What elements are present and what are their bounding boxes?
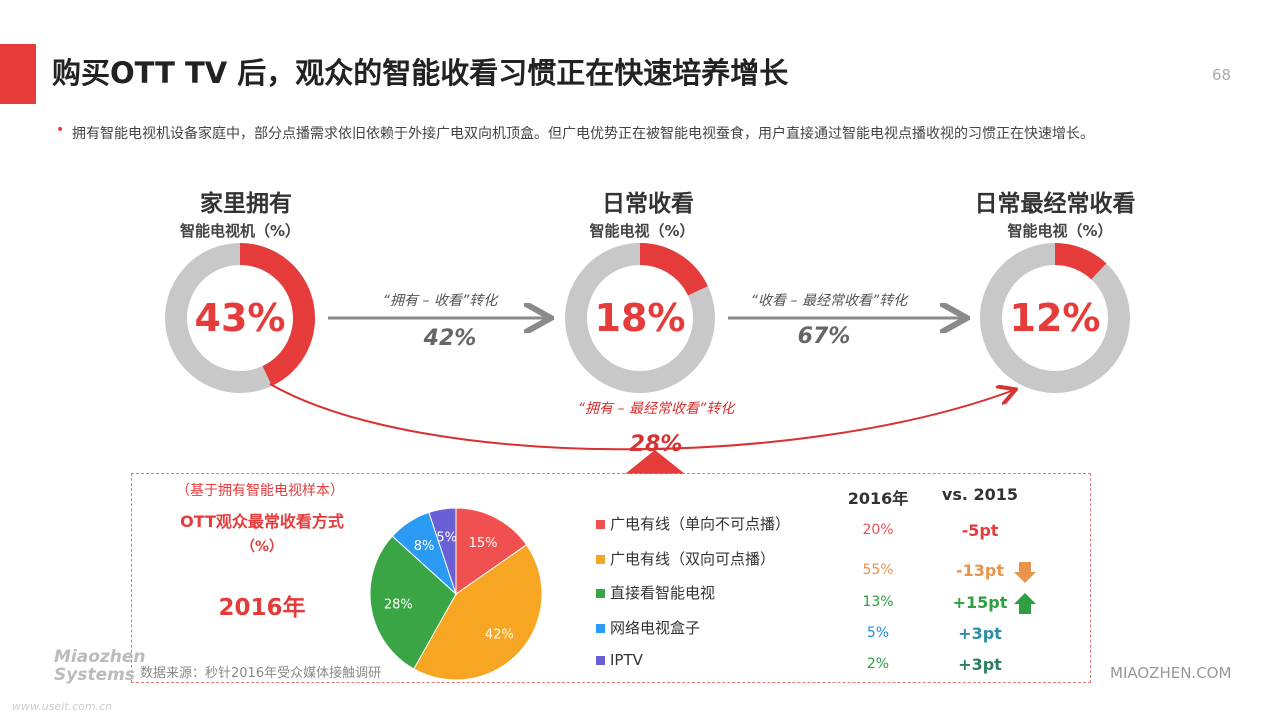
pie-title: OTT观众最常收看方式 xyxy=(180,512,344,531)
pie-slice-label-3: 8% xyxy=(414,539,435,554)
legend-item: 广电有线（单向不可点播） xyxy=(596,513,790,548)
table-2016-value: 13% xyxy=(862,594,894,610)
own-donut-arc xyxy=(239,243,315,386)
table-2016-value: 5% xyxy=(866,625,890,641)
table-2016-value: 2% xyxy=(866,656,890,672)
most-value-label: 12% xyxy=(1009,296,1101,340)
pie-slice-label-0: 15% xyxy=(469,536,498,551)
own-heading: 家里拥有 xyxy=(200,191,292,217)
pie-slice-label-2: 28% xyxy=(384,597,413,612)
title-accent-bar xyxy=(0,44,36,104)
legend-label: 广电有线（单向不可点播） xyxy=(610,515,791,533)
callout-triangle xyxy=(625,450,685,474)
intro-text: 拥有智能电视机设备家庭中，部分点播需求依旧依赖于外接广电双向机顶盒。但广电优势正… xyxy=(72,126,1094,142)
most-donut-arc xyxy=(1054,243,1107,280)
legend-swatch xyxy=(596,623,605,633)
pie-slice-2 xyxy=(369,535,457,670)
most-subheading: 智能电视（%） xyxy=(1007,222,1113,240)
table-vs-value: -13pt xyxy=(955,561,1004,580)
table-vs-value: +3pt xyxy=(958,655,1002,674)
logo-line-2: Systems xyxy=(54,665,135,685)
legend-label: 直接看智能电视 xyxy=(610,584,716,602)
page-number: 68 xyxy=(1212,66,1232,84)
pie-year: 2016年 xyxy=(218,595,306,621)
table-vs-value: +3pt xyxy=(958,624,1002,643)
legend-item: IPTV xyxy=(596,651,790,686)
table-vs-value: -5pt xyxy=(961,521,999,540)
most-heading: 日常最经常收看 xyxy=(974,191,1136,217)
trend-up-icon xyxy=(1014,593,1036,614)
watch-donut-arc xyxy=(639,243,708,296)
watch-subheading: 智能电视（%） xyxy=(589,222,695,240)
company-logo: Miaozhen Systems xyxy=(54,648,146,684)
watermark: www.useit.com.cn xyxy=(12,700,113,713)
col-vs-header: vs. 2015 xyxy=(941,485,1019,504)
page-title: 购买OTT TV 后，观众的智能收看习惯正在快速培养增长 xyxy=(52,56,789,90)
table-vs-value: +15pt xyxy=(952,593,1008,612)
pie-unit: （%） xyxy=(240,539,284,555)
pie-slice-label-4: 5% xyxy=(436,530,457,545)
sample-note: （基于拥有智能电视样本） xyxy=(176,483,344,499)
own-subheading: 智能电视机（%） xyxy=(179,222,301,240)
legend-swatch xyxy=(596,554,605,564)
brand-site: MIAOZHEN.COM xyxy=(1110,664,1232,682)
pie-slice-label-1: 42% xyxy=(485,627,514,642)
table-2016-value: 55% xyxy=(862,562,894,578)
pie-slice-0 xyxy=(455,507,528,595)
conv1-value: 42% xyxy=(423,326,477,351)
watch-value-label: 18% xyxy=(594,296,686,340)
sample-panel xyxy=(131,473,1091,683)
bullet-icon: • xyxy=(56,122,65,138)
arrow-own-to-most xyxy=(269,383,1014,451)
conv1-label: “拥有 – 收看”转化 xyxy=(382,293,498,309)
legend-label: 网络电视盒子 xyxy=(610,618,701,637)
pie-legend: 广电有线（单向不可点播） 广电有线（双向可点播） 直接看智能电视 网络电视盒子 IPTV xyxy=(596,513,790,686)
watch-heading: 日常收看 xyxy=(602,191,694,217)
conv2-label: “收看 – 最经常收看”转化 xyxy=(750,293,908,309)
legend-item: 直接看智能电视 xyxy=(596,582,790,617)
col-2016-header: 2016年 xyxy=(847,489,909,508)
source-note: 数据来源：秒针2016年受众媒体接触调研 xyxy=(140,666,382,681)
legend-item: 网络电视盒子 xyxy=(596,617,790,652)
conv3-label: “拥有 – 最经常收看”转化 xyxy=(577,401,735,417)
pie-slice-4 xyxy=(428,507,457,595)
legend-swatch xyxy=(596,656,605,665)
own-value-label: 43% xyxy=(194,296,286,340)
conv3-value: 28% xyxy=(629,432,683,457)
table-2016-value: 20% xyxy=(862,522,894,538)
conv2-value: 67% xyxy=(797,324,851,349)
pie-slice-1 xyxy=(413,544,543,681)
legend-swatch xyxy=(596,520,605,529)
legend-item: 广电有线（双向可点播） xyxy=(596,548,790,583)
legend-swatch xyxy=(596,589,605,598)
legend-label: 广电有线（双向可点播） xyxy=(610,549,776,568)
trend-down-icon xyxy=(1014,562,1036,583)
legend-label: IPTV xyxy=(610,651,643,669)
logo-line-1: Miaozhen xyxy=(54,647,146,667)
